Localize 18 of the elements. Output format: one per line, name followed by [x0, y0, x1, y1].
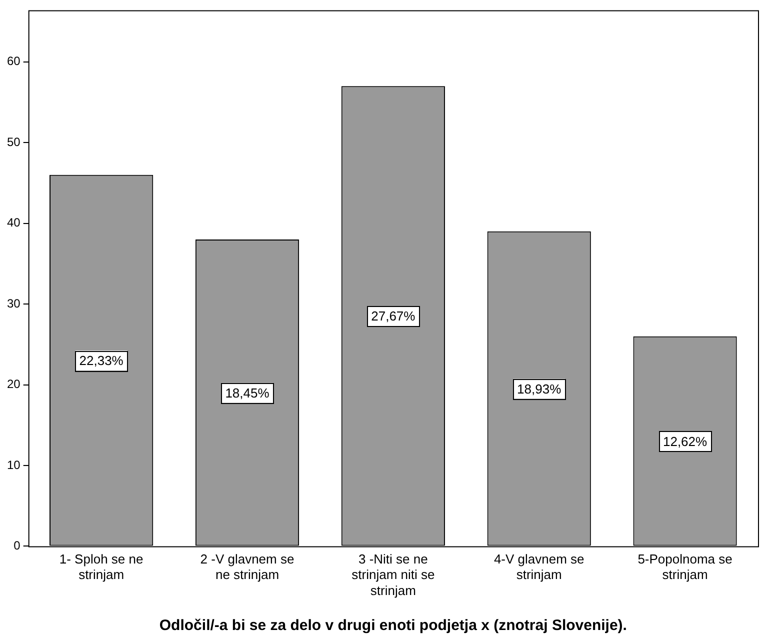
annotation: 18,93%: [517, 381, 562, 396]
x-tick-label: 2 -V glavnem se ne strinjam: [200, 552, 294, 582]
x-tick-label: 3 -Niti se ne strinjam niti se strinjam: [352, 552, 435, 598]
x-axis-title: Odločil/-a bi se za delo v drugi enoti podjetja x (znotraj Slovenije).: [159, 617, 627, 634]
y-tick-label: 30: [6, 296, 21, 310]
y-tick-label: 20: [6, 377, 21, 392]
y-tick-label: 10: [6, 458, 21, 472]
x-tick-label: 4-V glavnem se strinjam: [494, 552, 584, 582]
y-tick-label: 40: [6, 216, 21, 230]
annotation: 18,45%: [225, 385, 270, 400]
y-tick-label: 60: [6, 54, 21, 68]
x-tick-label: 5-Popolnoma se strinjam: [638, 552, 732, 582]
y-tick-label: 0: [14, 538, 21, 553]
annotation: 27,67%: [371, 308, 416, 324]
y-tick-label: 50: [6, 134, 21, 149]
annotation: 22,33%: [79, 353, 124, 368]
annotation: 12,62%: [662, 434, 708, 449]
x-tick-label: 1- Sploh se ne strinjam: [59, 552, 144, 582]
